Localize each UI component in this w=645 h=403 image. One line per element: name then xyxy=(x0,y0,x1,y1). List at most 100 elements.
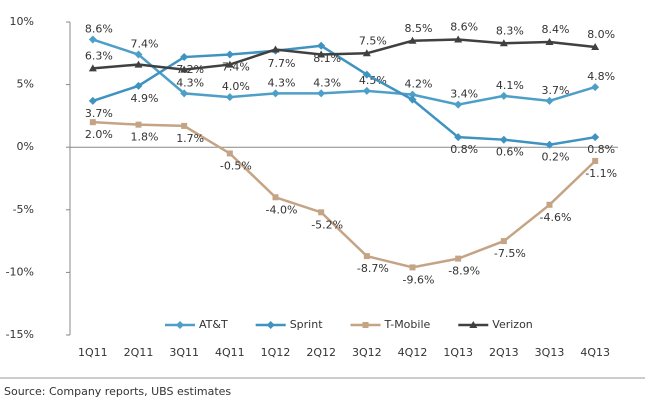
value-label: 7.5% xyxy=(359,34,387,47)
value-label: 4.3% xyxy=(268,76,296,89)
value-label: 8.3% xyxy=(496,24,524,37)
point xyxy=(409,264,416,271)
series-line xyxy=(92,38,596,106)
point xyxy=(272,194,279,201)
point xyxy=(225,50,234,59)
point xyxy=(176,321,184,329)
x-tick-label: 4Q11 xyxy=(215,346,245,359)
value-label: 4.0% xyxy=(222,80,250,93)
point xyxy=(362,322,369,328)
value-label: -8.9% xyxy=(448,265,480,278)
point xyxy=(318,209,325,216)
point xyxy=(135,121,142,128)
point xyxy=(317,89,326,98)
value-label: 4.3% xyxy=(176,76,204,89)
point xyxy=(454,133,463,142)
x-tick-label: 2Q12 xyxy=(306,346,336,359)
point xyxy=(88,35,97,44)
x-tick-label: 3Q13 xyxy=(535,346,565,359)
value-label: 0.2% xyxy=(542,151,570,164)
point xyxy=(180,53,189,62)
value-label: -4.0% xyxy=(266,203,298,216)
point xyxy=(180,65,189,73)
x-tick-label: 3Q11 xyxy=(169,346,199,359)
point xyxy=(499,91,508,100)
legend-label: T-Mobile xyxy=(384,318,431,331)
y-tick-label: 10% xyxy=(10,15,34,28)
value-label: 4.1% xyxy=(496,79,524,92)
point xyxy=(181,122,188,129)
value-label: 6.3% xyxy=(85,49,113,62)
value-label: -5.2% xyxy=(311,218,343,231)
y-tick-label: -15% xyxy=(6,328,34,341)
point xyxy=(89,119,96,126)
value-label: 4.5% xyxy=(359,74,387,87)
point xyxy=(88,64,97,72)
point xyxy=(546,201,553,208)
point xyxy=(408,90,417,99)
point xyxy=(225,60,234,68)
y-tick-label: -5% xyxy=(13,203,34,216)
value-label: -1.1% xyxy=(585,167,617,180)
value-label: 0.8% xyxy=(587,143,615,156)
x-tick-label: 3Q12 xyxy=(352,346,382,359)
point xyxy=(591,83,600,92)
value-label: 7.4% xyxy=(131,38,159,51)
x-tick-label: 1Q12 xyxy=(261,346,291,359)
value-label: -4.6% xyxy=(540,211,572,224)
point xyxy=(454,35,463,43)
y-tick-label: 0% xyxy=(17,140,34,153)
value-label: 3.7% xyxy=(85,107,113,120)
point xyxy=(362,70,371,79)
point xyxy=(499,39,508,47)
value-label: 4.2% xyxy=(405,78,433,91)
point xyxy=(271,45,280,53)
legend-label: Sprint xyxy=(290,318,324,331)
point xyxy=(180,89,189,98)
point xyxy=(408,36,417,44)
x-tick-label: 1Q13 xyxy=(443,346,473,359)
point xyxy=(362,49,371,57)
legend-label: Verizon xyxy=(492,318,533,331)
point xyxy=(545,140,554,149)
value-label: 3.4% xyxy=(450,88,478,101)
point xyxy=(592,157,599,164)
value-label: 1.7% xyxy=(176,132,204,145)
point xyxy=(408,95,417,104)
y-tick-label: 5% xyxy=(17,78,34,91)
x-tick-label: 2Q13 xyxy=(489,346,519,359)
point xyxy=(499,135,508,144)
y-tick-label: -10% xyxy=(6,265,34,278)
series-line xyxy=(92,120,597,269)
value-label: 4.3% xyxy=(313,76,341,89)
point xyxy=(591,133,600,142)
point xyxy=(545,38,554,46)
point xyxy=(134,50,143,59)
point xyxy=(363,253,370,260)
point xyxy=(134,60,143,68)
legend-label: AT&T xyxy=(199,318,228,331)
value-label: 8.0% xyxy=(587,28,615,41)
point xyxy=(500,238,507,245)
value-label: 0.8% xyxy=(450,143,478,156)
value-label: -8.7% xyxy=(357,262,389,275)
value-label: 2.0% xyxy=(85,128,113,141)
value-label: 4.9% xyxy=(131,92,159,105)
point xyxy=(266,321,275,329)
value-label: 8.6% xyxy=(85,23,113,36)
value-label: 8.6% xyxy=(450,21,478,34)
series-line xyxy=(92,38,596,71)
point xyxy=(134,81,143,90)
value-label: -7.5% xyxy=(494,247,526,260)
x-tick-label: 4Q13 xyxy=(580,346,610,359)
source-note: Source: Company reports, UBS estimates xyxy=(4,385,231,398)
point xyxy=(545,96,554,105)
series-line xyxy=(92,44,596,146)
point xyxy=(317,50,326,58)
point xyxy=(226,150,233,157)
x-tick-label: 1Q11 xyxy=(78,346,108,359)
value-label: 0.6% xyxy=(496,146,524,159)
value-label: 4.8% xyxy=(587,70,615,83)
x-tick-label: 2Q11 xyxy=(124,346,154,359)
